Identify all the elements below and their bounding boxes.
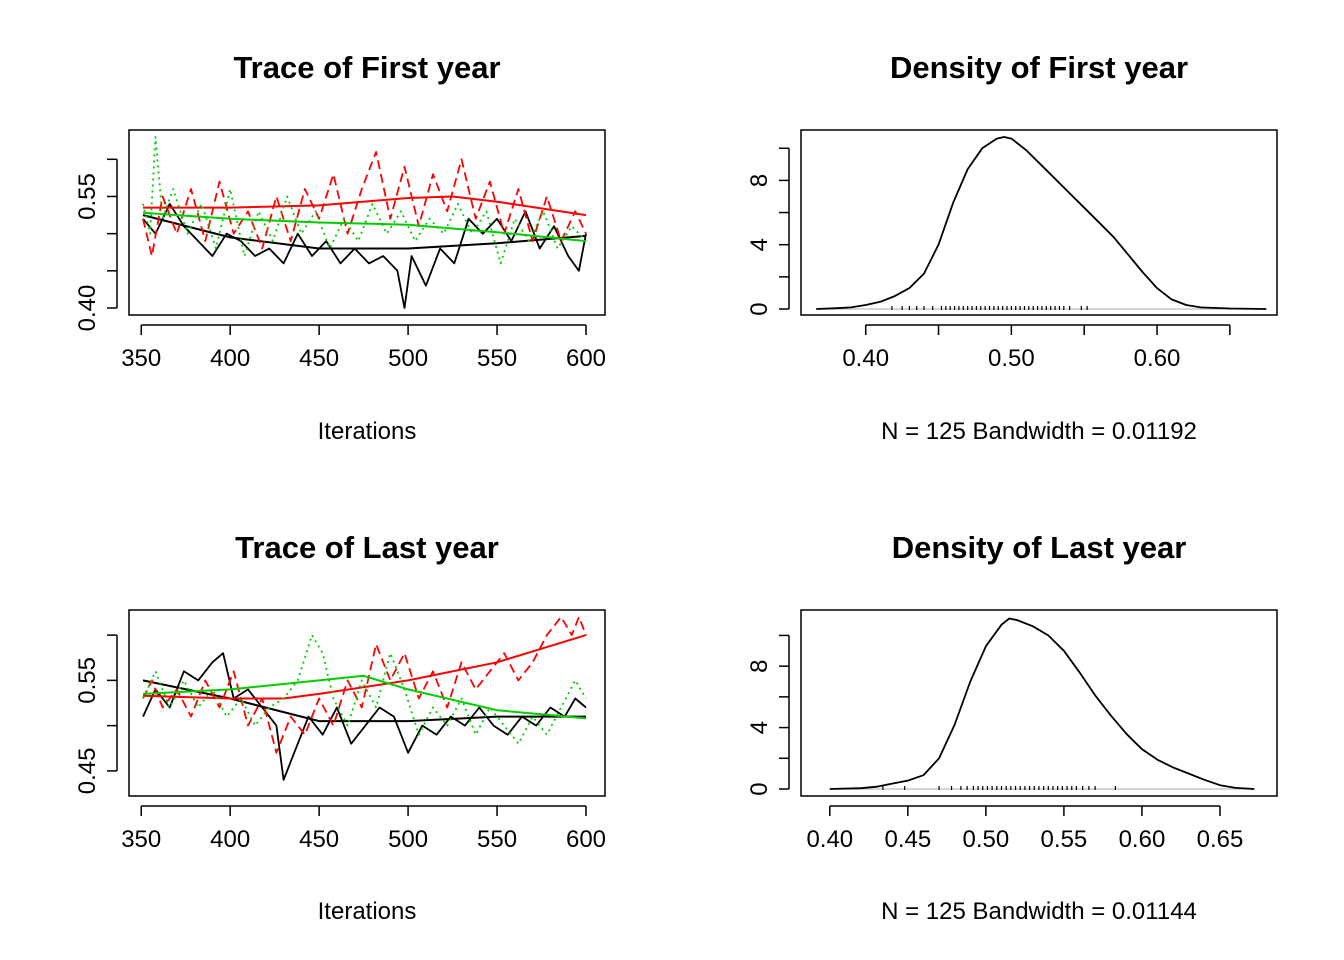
- series-line-1: [142, 616, 587, 754]
- x-tick-label: 450: [299, 345, 339, 372]
- y-tick-label: 0: [746, 302, 773, 315]
- x-tick-label: 550: [477, 826, 517, 853]
- smooth-line-1: [142, 634, 587, 700]
- smooth-line-2: [142, 211, 587, 243]
- panel-title: Density of First year: [890, 50, 1188, 85]
- x-tick-label: 550: [477, 345, 517, 372]
- x-tick-label: 0.60: [1134, 345, 1181, 372]
- x-tick-label: 0.60: [1119, 826, 1166, 853]
- y-tick-label: 8: [746, 174, 773, 187]
- x-tick-label: 0.50: [988, 345, 1035, 372]
- x-tick-label: 500: [388, 826, 428, 853]
- panel-density-last-year: Density of Last year N = 125 Bandwidth =…: [746, 530, 1278, 925]
- x-axis-label: N = 125 Bandwidth = 0.01192: [881, 418, 1197, 445]
- panel-title: Density of Last year: [892, 530, 1187, 565]
- x-tick-label: 400: [210, 345, 250, 372]
- smooth-line-1: [143, 195, 587, 217]
- y-tick-label: 4: [746, 721, 773, 734]
- smooth-line-2: [142, 674, 587, 720]
- x-axis-label: N = 125 Bandwidth = 0.01144: [881, 898, 1197, 925]
- y-tick-label: 8: [746, 659, 773, 672]
- x-tick-label: 400: [210, 826, 250, 853]
- panel-trace-last-year: Trace of Last year Iterations 350 400 450 5…: [74, 530, 606, 925]
- plot-frame: [128, 129, 606, 316]
- panel-title: Trace of Last year: [235, 530, 499, 565]
- smooth-line-0: [142, 214, 587, 250]
- y-tick-label: 4: [746, 238, 773, 251]
- plot-frame: [128, 609, 606, 797]
- series-line-2: [142, 634, 587, 745]
- smooth-line-0: [142, 679, 586, 723]
- x-tick-label: 350: [121, 826, 161, 853]
- x-tick-label: 0.50: [963, 826, 1010, 853]
- x-tick-label: 0.65: [1197, 826, 1244, 853]
- series-line-2: [142, 136, 587, 265]
- y-tick-label: 0: [746, 782, 773, 795]
- x-tick-label: 450: [299, 826, 339, 853]
- y-tick-label: 0.40: [74, 285, 101, 332]
- series-line-0: [142, 652, 587, 781]
- panel-trace-first-year: Trace of First year Iterations 350 400 450…: [74, 50, 606, 445]
- x-tick-label: 0.45: [884, 826, 931, 853]
- plot-frame: [800, 609, 1278, 797]
- series-line-1: [142, 150, 587, 257]
- series-line-0: [816, 136, 1267, 310]
- x-tick-label: 600: [566, 345, 606, 372]
- plot-frame: [800, 129, 1278, 316]
- y-tick-label: 0.55: [74, 657, 101, 704]
- x-tick-label: 350: [121, 345, 161, 372]
- x-tick-label: 600: [566, 826, 606, 853]
- x-axis-label: Iterations: [318, 418, 417, 445]
- x-axis-label: Iterations: [318, 898, 417, 925]
- panel-density-first-year: Density of First year N = 125 Bandwidth …: [746, 50, 1278, 445]
- x-tick-label: 0.55: [1041, 826, 1088, 853]
- panel-title: Trace of First year: [233, 50, 500, 85]
- x-tick-label: 500: [388, 345, 428, 372]
- series-line-0: [142, 202, 587, 309]
- y-tick-label: 0.55: [74, 173, 101, 220]
- y-tick-label: 0.45: [74, 748, 101, 795]
- x-tick-label: 0.40: [842, 345, 889, 372]
- series-line-0: [829, 617, 1255, 790]
- x-tick-label: 0.40: [806, 826, 853, 853]
